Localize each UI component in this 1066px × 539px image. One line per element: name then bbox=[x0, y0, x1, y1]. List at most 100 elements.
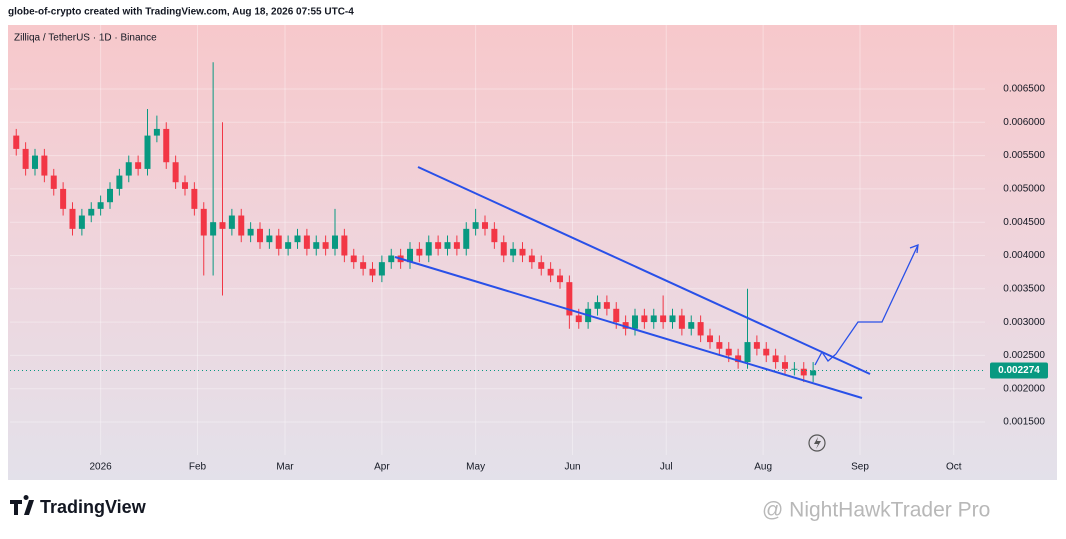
candle-body bbox=[444, 242, 451, 249]
candle-body bbox=[275, 235, 282, 249]
candle-body bbox=[632, 315, 638, 329]
symbol-title: Zilliqa / TetherUS · 1D · Binance bbox=[14, 33, 157, 44]
candle-body bbox=[332, 235, 338, 249]
candle-body bbox=[416, 248, 423, 256]
candle-body bbox=[350, 255, 357, 263]
candle-body bbox=[163, 128, 170, 163]
x-tick-label: Oct bbox=[946, 462, 962, 473]
candle-body bbox=[575, 315, 582, 323]
candle-body bbox=[791, 368, 798, 370]
event-icon-bolt bbox=[814, 437, 821, 449]
candle-body bbox=[660, 315, 667, 323]
candle-body bbox=[669, 315, 676, 323]
brand-name: TradingView bbox=[40, 497, 147, 517]
candle-body bbox=[238, 215, 245, 236]
candle-body bbox=[191, 188, 198, 209]
candle-body bbox=[425, 242, 432, 256]
header-text: globe-of-crypto created with TradingView… bbox=[8, 7, 354, 18]
projection-path bbox=[814, 244, 919, 366]
candle-body bbox=[678, 315, 685, 329]
candle-body bbox=[622, 322, 629, 329]
candle-body bbox=[519, 248, 526, 256]
candle-body bbox=[650, 315, 657, 323]
plot-area: 0.001500 0.002000 0.002500 0.003000 0.003500… bbox=[10, 25, 1048, 473]
candle-body bbox=[200, 208, 207, 236]
last-price-label: 0.002274 bbox=[998, 365, 1040, 376]
candle-body bbox=[482, 222, 488, 229]
candle-body bbox=[594, 302, 601, 309]
candle-body bbox=[313, 242, 320, 249]
chart-panel bbox=[8, 25, 1057, 480]
candle-body bbox=[453, 242, 460, 249]
y-tick-label: 0.003500 bbox=[1003, 283, 1045, 294]
x-tick-label: Jun bbox=[564, 462, 580, 473]
candle-body bbox=[107, 188, 113, 203]
candle-body bbox=[472, 222, 479, 229]
y-tick-label: 0.002500 bbox=[1003, 350, 1045, 361]
x-tick-label: Aug bbox=[754, 462, 772, 473]
brand-mark bbox=[10, 495, 34, 515]
candle-body bbox=[500, 242, 507, 256]
candle-body bbox=[219, 222, 226, 229]
candle-body bbox=[341, 235, 348, 256]
y-tick-label: 0.005000 bbox=[1003, 184, 1045, 195]
event-icon[interactable] bbox=[808, 434, 826, 452]
candle-body bbox=[407, 248, 413, 263]
candle-body bbox=[360, 262, 367, 269]
x-tick-label: May bbox=[466, 462, 485, 473]
candle-body bbox=[716, 342, 723, 349]
candle-body bbox=[13, 135, 20, 149]
candle-body bbox=[50, 175, 57, 189]
candle-body bbox=[182, 182, 188, 189]
candle-body bbox=[697, 322, 704, 336]
candle-body bbox=[763, 348, 770, 356]
candle-body bbox=[41, 155, 48, 176]
candle-body bbox=[707, 335, 713, 343]
candle-body bbox=[388, 255, 395, 263]
candle-body bbox=[266, 235, 273, 243]
candle-body bbox=[463, 228, 470, 249]
x-tick-label: Jul bbox=[660, 462, 673, 473]
candle-body bbox=[144, 135, 151, 169]
candle-body bbox=[603, 302, 610, 309]
candle-body bbox=[753, 342, 760, 349]
y-tick-label: 0.002000 bbox=[1003, 383, 1045, 394]
candle-body bbox=[688, 322, 695, 329]
candle-body bbox=[725, 348, 732, 356]
candle-body bbox=[32, 155, 38, 169]
x-tick-label: Mar bbox=[276, 462, 294, 473]
candle-body bbox=[97, 202, 104, 209]
projection-arrowhead bbox=[909, 244, 919, 254]
candle-body bbox=[322, 242, 329, 249]
watermark: @ NightHawkTrader Pro bbox=[762, 499, 990, 522]
candle-body bbox=[153, 128, 160, 136]
candle-body bbox=[88, 208, 95, 216]
candle-body bbox=[435, 242, 442, 249]
y-tick-label: 0.005500 bbox=[1003, 150, 1045, 161]
candle-body bbox=[810, 370, 817, 376]
x-tick-label: 2026 bbox=[90, 462, 113, 473]
y-tick-label: 0.006000 bbox=[1003, 117, 1045, 128]
candle-body bbox=[210, 222, 217, 236]
y-tick-label: 0.001500 bbox=[1003, 417, 1045, 428]
candle-body bbox=[735, 355, 742, 363]
candle-body bbox=[557, 275, 563, 283]
candle-body bbox=[285, 242, 292, 249]
candle-body bbox=[125, 162, 132, 176]
brand-logo bbox=[10, 495, 34, 515]
candle-body bbox=[538, 262, 545, 269]
candle-body bbox=[228, 215, 235, 229]
candle-body bbox=[547, 268, 554, 276]
candle-body bbox=[303, 235, 310, 249]
candle-body bbox=[116, 175, 123, 189]
candle-body bbox=[613, 308, 620, 323]
y-tick-label: 0.004500 bbox=[1003, 217, 1045, 228]
candle-body bbox=[22, 148, 29, 169]
y-tick-label: 0.004000 bbox=[1003, 250, 1045, 261]
candle-body bbox=[528, 255, 535, 263]
candle-body bbox=[294, 235, 301, 243]
candle-body bbox=[369, 268, 376, 276]
candle-body bbox=[641, 315, 648, 323]
candle-body bbox=[744, 342, 751, 363]
